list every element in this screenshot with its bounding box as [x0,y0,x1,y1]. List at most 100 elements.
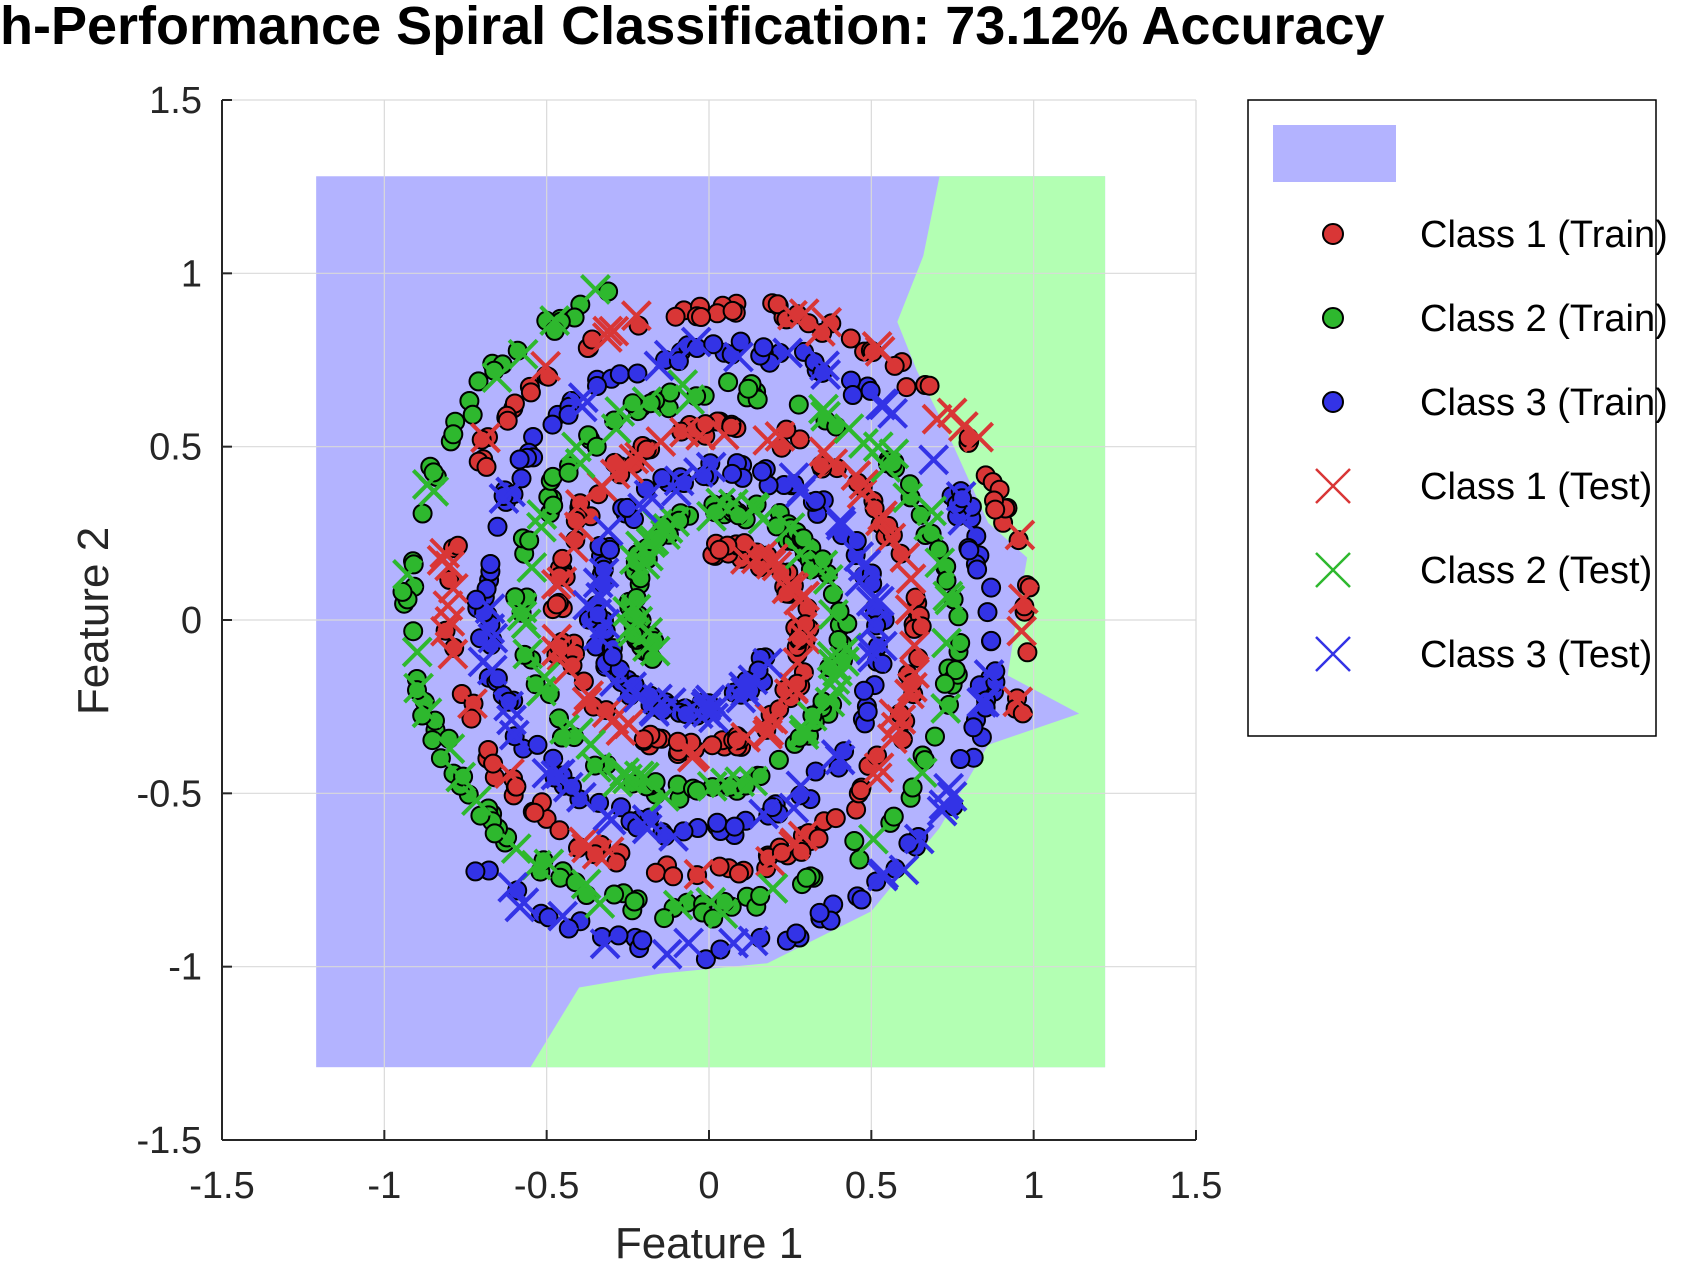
test-point [926,795,958,827]
test-point [831,632,863,664]
test-point [728,671,760,703]
train-point [549,820,570,841]
train-point [753,337,774,358]
train-point [665,306,686,327]
y-tick-label: -0.5 [137,773,202,815]
test-point [810,400,841,432]
y-tick-label: 1 [181,253,202,295]
test-point [753,715,785,747]
train-point [468,371,489,392]
train-point [703,334,724,355]
test-point [481,362,513,394]
train-point [925,726,945,747]
chart-title: h-Performance Spiral Classification: 73.… [0,0,1385,56]
train-point [461,708,482,729]
test-point [857,641,889,673]
test-point [540,759,572,791]
test-point [629,548,661,580]
test-point [558,531,590,563]
test-point [437,572,469,604]
test-point [533,848,565,880]
test-point [737,491,769,523]
test-point [696,500,727,532]
test-point [567,382,599,414]
test-point [633,540,664,572]
test-point [660,475,692,507]
test-point [599,666,630,697]
test-point [645,426,677,457]
test-point [510,608,542,640]
train-point [392,581,413,602]
test-point [778,462,810,494]
train-point [1019,577,1040,598]
test-point [748,798,780,830]
test-point [623,760,655,792]
train-point [959,540,980,561]
test-point [788,719,820,751]
test-point [788,714,820,746]
train-point [709,856,730,877]
test-point [784,538,816,570]
train-point [608,925,629,946]
test-point [947,411,979,442]
test-point [568,826,600,858]
train-point [538,907,559,928]
train-point [462,404,483,425]
test-point [526,499,558,530]
train-point [718,372,739,393]
test-point [584,888,616,919]
test-point [493,690,525,722]
test-point [508,887,540,919]
train-point [840,328,861,349]
test-point [810,359,842,391]
test-point [924,547,956,579]
test-point [403,672,434,704]
train-point [660,382,681,403]
test-point [592,800,624,832]
train-point [484,823,505,844]
test-point [931,627,962,659]
test-point [612,763,643,795]
test-point [589,928,621,960]
train-point [726,730,747,751]
test-point [620,300,652,332]
test-point [870,452,902,483]
train-point [902,777,923,798]
test-point [757,873,789,904]
test-point [680,326,712,358]
test-point [539,305,571,337]
test-point [663,465,695,497]
test-point [582,620,614,652]
test-point [880,711,912,743]
test-point [885,704,917,735]
train-point [549,708,569,729]
test-point [552,653,584,685]
train-point [981,577,1002,598]
train-point [524,802,545,823]
test-point [916,495,948,527]
test-point [755,845,786,877]
test-point [840,460,872,491]
test-point [790,623,821,655]
train-point [985,499,1006,520]
train-point [673,821,694,842]
train-point [928,539,949,560]
legend-label: Class 3 (Test) [1420,634,1652,676]
test-point [549,713,580,745]
test-point [571,832,602,864]
train-point [812,549,833,570]
test-point [592,515,624,547]
test-point [708,419,740,451]
train-point [919,375,940,396]
x-tick-label: 1.5 [1170,1165,1223,1207]
test-point [488,483,520,514]
train-point [443,424,464,445]
test-point [855,585,887,617]
train-point [645,862,666,883]
test-point [1002,686,1034,718]
test-point [679,739,711,771]
test-point [437,638,469,670]
x-tick-label: -1 [367,1165,401,1207]
test-point [561,431,592,463]
